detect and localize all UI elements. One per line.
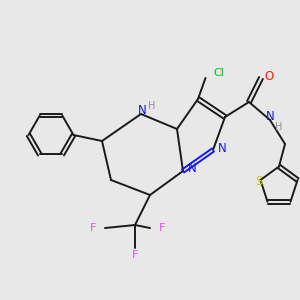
Text: Cl: Cl (213, 68, 224, 79)
Text: N: N (218, 142, 226, 155)
Text: S: S (255, 175, 262, 188)
Text: H: H (275, 122, 282, 133)
Text: N: N (266, 110, 275, 124)
Text: F: F (159, 223, 165, 233)
Text: F: F (90, 223, 96, 233)
Text: O: O (264, 70, 273, 83)
Text: F: F (132, 250, 138, 260)
Text: N: N (138, 104, 147, 118)
Text: N: N (188, 162, 196, 175)
Text: H: H (148, 100, 155, 111)
